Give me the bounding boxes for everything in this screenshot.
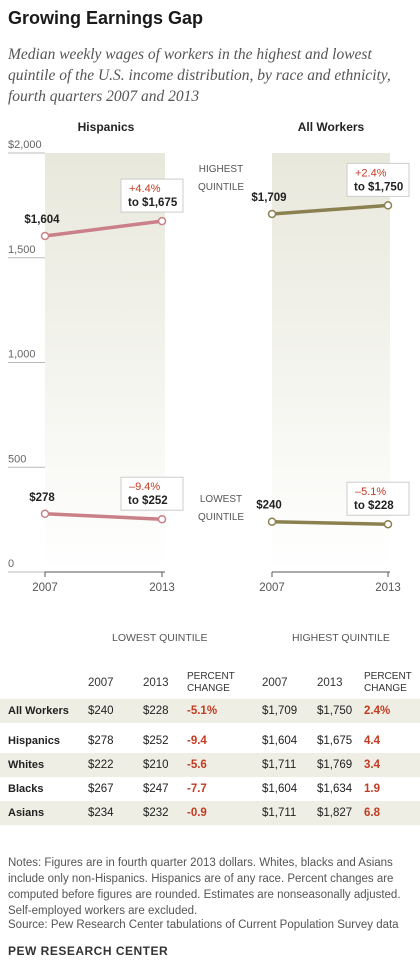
table-cell: $210: [143, 753, 187, 777]
row-label: Hispanics: [8, 735, 60, 747]
y-tick-label: 500: [8, 453, 26, 465]
table-cell: -7.7: [187, 783, 207, 795]
table-cell: $1,675: [317, 735, 353, 747]
table-cell: 6.8: [364, 801, 420, 825]
data-point: [40, 231, 50, 241]
table-cell: -0.9: [187, 801, 262, 825]
table-cell: $1,604: [262, 783, 298, 795]
end-value-label: to $1,750: [354, 181, 403, 193]
table-cell: 3.4: [364, 753, 420, 777]
quintile-label: QUINTILE: [198, 182, 244, 193]
x-tick-label: 2013: [149, 582, 175, 594]
table-cell: 4.4: [364, 735, 380, 747]
chart-subtitle: Median weekly wages of workers in the hi…: [8, 46, 391, 105]
table-cell: $247: [143, 783, 169, 795]
start-value-label: $1,709: [251, 192, 286, 204]
table-cell: $1,709: [262, 699, 317, 723]
y-tick-label: 0: [8, 558, 14, 570]
data-point: [157, 216, 167, 226]
col-header: PERCENT CHANGE: [187, 671, 235, 694]
table-cell: $222: [88, 753, 143, 777]
data-point: [267, 209, 277, 219]
table-cell: $1,750: [317, 699, 364, 723]
panel-title: All Workers: [298, 120, 365, 134]
x-tick-label: 2007: [259, 582, 285, 594]
table-cell: $1,634: [317, 783, 353, 795]
quintile-label: QUINTILE: [198, 512, 244, 523]
panel-title: Hispanics: [78, 120, 135, 134]
change-label: +2.4%: [355, 167, 387, 179]
data-point: [157, 514, 167, 524]
table-cell: $252: [143, 735, 169, 747]
table-cell: -5.1%: [187, 699, 262, 723]
data-point: [267, 517, 277, 526]
change-label: +4.4%: [129, 183, 161, 195]
table-cell: $1,604: [262, 735, 298, 747]
table-cell: $1,769: [317, 753, 364, 777]
x-tick-label: 2007: [32, 582, 58, 594]
table-cell: $240: [88, 699, 143, 723]
row-label: All Workers: [0, 699, 88, 723]
col-header: PERCENT CHANGE: [364, 671, 412, 694]
callout-box: [346, 481, 410, 516]
start-value-label: $278: [29, 492, 55, 504]
start-value-label: $1,604: [24, 214, 60, 226]
table-row: Hispanics $278 $252 -9.4 $1,604 $1,675 4…: [0, 729, 420, 753]
table-group-header-lowest: LOWEST QUINTILE: [112, 632, 208, 644]
table-row: Asians $234 $232 -0.9 $1,711 $1,827 6.8: [0, 801, 420, 825]
row-label: Asians: [0, 801, 88, 825]
col-header: 2013: [143, 677, 169, 689]
table-column-headers: 2007 2013 PERCENT CHANGE 2007 2013 PERCE…: [0, 667, 420, 699]
row-label: Blacks: [8, 783, 44, 795]
series-line: [271, 203, 389, 216]
table-row: All Workers $240 $228 -5.1% $1,709 $1,75…: [0, 699, 420, 723]
series-line: [44, 512, 163, 521]
table-cell: $232: [143, 801, 187, 825]
table-row: Whites $222 $210 -5.6 $1,711 $1,769 3.4: [0, 753, 420, 777]
change-label: –9.4%: [129, 481, 160, 493]
table-cell: 1.9: [364, 783, 380, 795]
quintile-label: HIGHEST: [199, 164, 243, 175]
col-header: 2007: [262, 677, 288, 689]
table-row: Blacks $267 $247 -7.7 $1,604 $1,634 1.9: [0, 777, 420, 801]
notes: Notes: Figures are in fourth quarter 201…: [8, 857, 401, 917]
table-cell: -9.4: [187, 735, 207, 747]
col-header: 2007: [88, 677, 114, 689]
table-cell: $1,711: [262, 801, 317, 825]
table-cell: 2.4%: [364, 699, 420, 723]
quintile-label: LOWEST: [200, 494, 242, 505]
line-chart: 0 500 1,000 1,500 $2,000 2007 2013 2007 2013 HIGH…: [8, 120, 410, 594]
table-group-header-highest: HIGHEST QUINTILE: [292, 632, 390, 644]
y-tick-label: 1,000: [8, 349, 36, 361]
callout-box: [120, 178, 184, 213]
table-cell: $1,711: [262, 753, 317, 777]
data-point: [40, 509, 50, 519]
series-line: [44, 219, 163, 238]
y-tick-label: $2,000: [8, 139, 42, 151]
x-tick-label: 2013: [375, 582, 401, 594]
org-name: PEW RESEARCH CENTER: [8, 944, 169, 958]
series-line: [271, 519, 389, 526]
table-cell: $267: [88, 783, 114, 795]
source: Source: Pew Research Center tabulations …: [8, 919, 399, 931]
end-value-label: to $228: [354, 500, 394, 512]
change-label: –5.1%: [355, 486, 386, 498]
chart-title: Growing Earnings Gap: [8, 8, 204, 28]
start-value-label: $240: [256, 500, 282, 512]
data-point: [383, 201, 393, 210]
end-value-label: to $252: [128, 495, 168, 507]
row-label: Whites: [0, 753, 88, 777]
callout-box: [120, 476, 184, 511]
end-value-label: to $1,675: [128, 197, 178, 209]
table-cell: -5.6: [187, 753, 262, 777]
data-point: [383, 519, 393, 529]
table-cell: $234: [88, 801, 143, 825]
y-tick-label: 1,500: [8, 244, 36, 256]
data-table: 2007 2013 PERCENT CHANGE 2007 2013 PERCE…: [0, 667, 420, 825]
col-header: 2013: [317, 677, 343, 689]
table-cell: $228: [143, 699, 187, 723]
table-cell: $278: [88, 735, 114, 747]
table-cell: $1,827: [317, 801, 364, 825]
callout-box: [346, 162, 410, 197]
